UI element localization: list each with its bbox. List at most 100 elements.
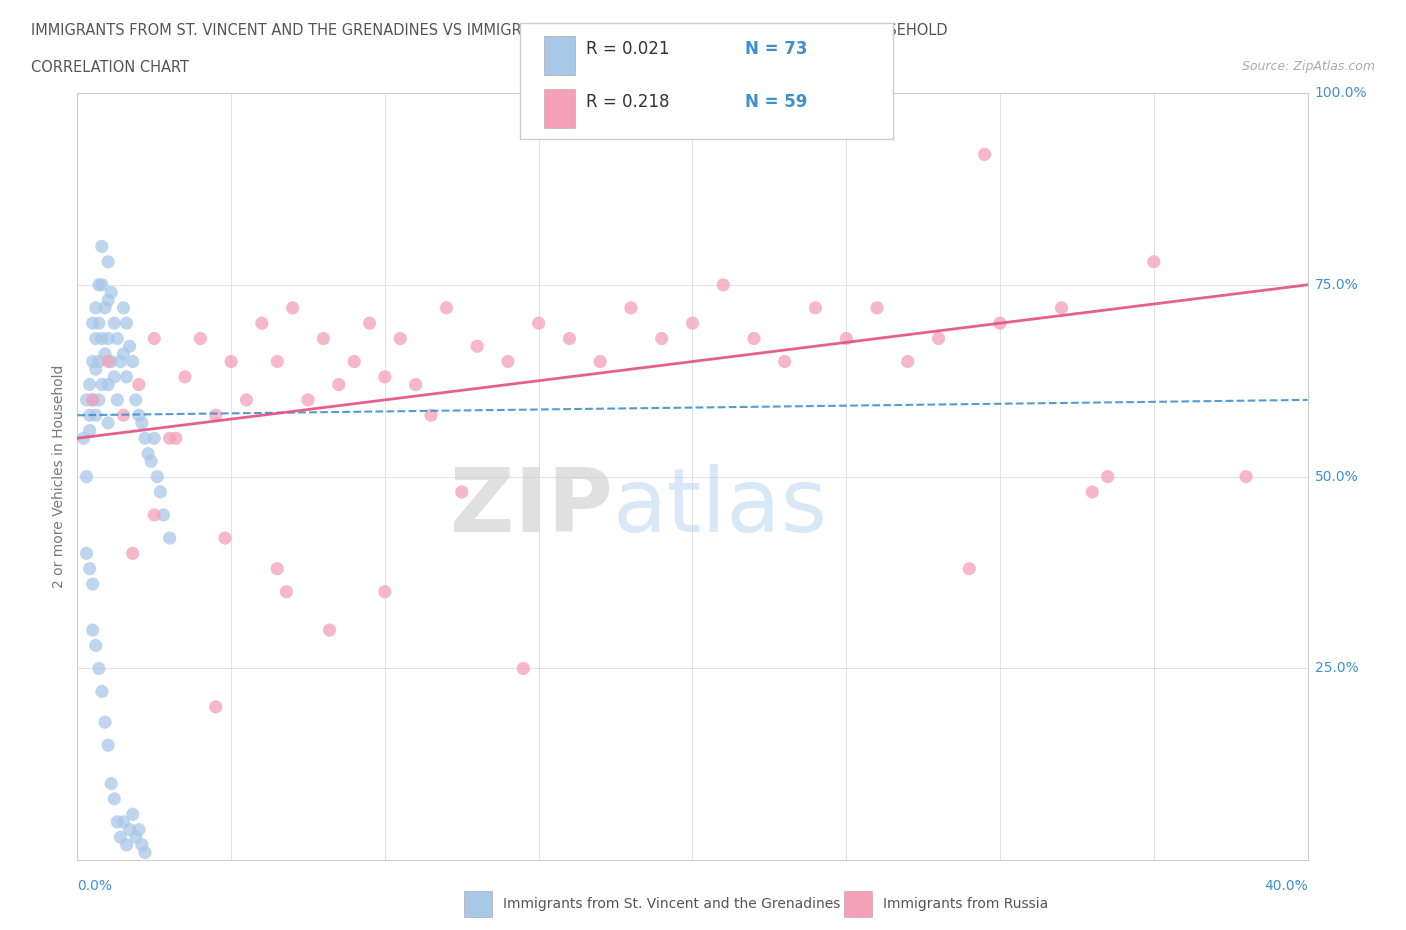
Point [100,776,122,790]
Text: R = 0.021: R = 0.021 [586,40,669,58]
Point [436,300,458,315]
Point [897,354,920,369]
Point [94,714,117,729]
Point [174,369,197,384]
Text: IMMIGRANTS FROM ST. VINCENT AND THE GRENADINES VS IMMIGRANTS FROM RUSSIA 2 OR MO: IMMIGRANTS FROM ST. VINCENT AND THE GREN… [31,23,948,38]
Point [297,392,319,407]
Point [1050,300,1073,315]
Point [134,845,156,860]
Point [121,546,143,561]
Point [188,331,212,346]
Text: atlas: atlas [613,464,828,551]
Point [79,378,101,392]
Point [105,815,128,830]
Point [235,392,257,407]
Point [82,316,104,331]
Point [87,316,110,331]
Text: Immigrants from St. Vincent and the Grenadines: Immigrants from St. Vincent and the Gren… [503,897,841,911]
Point [866,300,889,315]
Point [84,362,107,377]
Point [973,147,995,162]
Point [328,378,350,392]
Point [87,392,110,407]
Text: 0.0%: 0.0% [77,879,112,893]
Point [100,286,122,300]
Text: 50.0%: 50.0% [1315,470,1358,484]
Point [110,354,132,369]
Text: CORRELATION CHART: CORRELATION CHART [31,60,188,75]
Point [1097,470,1119,485]
Point [112,408,135,423]
Point [100,354,122,369]
Point [266,354,288,369]
Point [94,347,117,362]
Point [97,416,120,431]
Point [128,378,150,392]
Point [118,822,141,837]
Point [496,354,519,369]
Point [1081,485,1104,499]
Point [957,562,980,577]
Point [97,378,120,392]
Text: Immigrants from Russia: Immigrants from Russia [883,897,1049,911]
Point [343,354,366,369]
Point [105,331,128,346]
Point [143,508,166,523]
Point [711,277,734,292]
Point [84,300,107,315]
Point [76,546,98,561]
Point [682,316,704,331]
Point [651,331,673,346]
Point [134,431,156,445]
Point [1234,470,1257,485]
Text: 100.0%: 100.0% [1315,86,1367,100]
Point [143,331,166,346]
Point [420,408,443,423]
Point [79,562,101,577]
Point [152,508,174,523]
Point [405,378,427,392]
Point [103,369,125,384]
Point [115,369,138,384]
Point [76,392,98,407]
Point [97,354,120,369]
Point [159,431,181,445]
Point [82,623,104,638]
Point [374,584,396,599]
Text: N = 73: N = 73 [745,40,807,58]
Text: R = 0.218: R = 0.218 [586,93,669,111]
Point [620,300,643,315]
Point [136,446,159,461]
Point [94,300,117,315]
Point [143,431,166,445]
Point [84,331,107,346]
Point [204,408,226,423]
Point [82,577,104,591]
Point [79,408,101,423]
Point [87,354,110,369]
Point [84,638,107,653]
Point [82,392,104,407]
Point [141,454,163,469]
Point [87,277,110,292]
Text: N = 59: N = 59 [745,93,807,111]
Point [103,791,125,806]
Point [465,339,488,353]
Point [773,354,796,369]
Point [359,316,381,331]
Point [389,331,412,346]
Text: Source: ZipAtlas.com: Source: ZipAtlas.com [1241,60,1375,73]
Point [103,316,125,331]
Point [76,470,98,485]
Point [82,354,104,369]
Point [804,300,827,315]
Point [312,331,335,346]
Point [115,316,138,331]
Point [79,423,101,438]
Point [128,408,150,423]
Point [988,316,1011,331]
Point [90,378,114,392]
Point [165,431,187,445]
Text: 40.0%: 40.0% [1264,879,1308,893]
Point [82,392,104,407]
